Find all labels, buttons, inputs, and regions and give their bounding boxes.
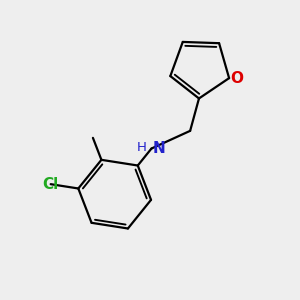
Text: N: N — [153, 141, 166, 156]
Text: Cl: Cl — [43, 177, 59, 192]
Text: O: O — [231, 70, 244, 86]
Text: H: H — [136, 141, 146, 154]
